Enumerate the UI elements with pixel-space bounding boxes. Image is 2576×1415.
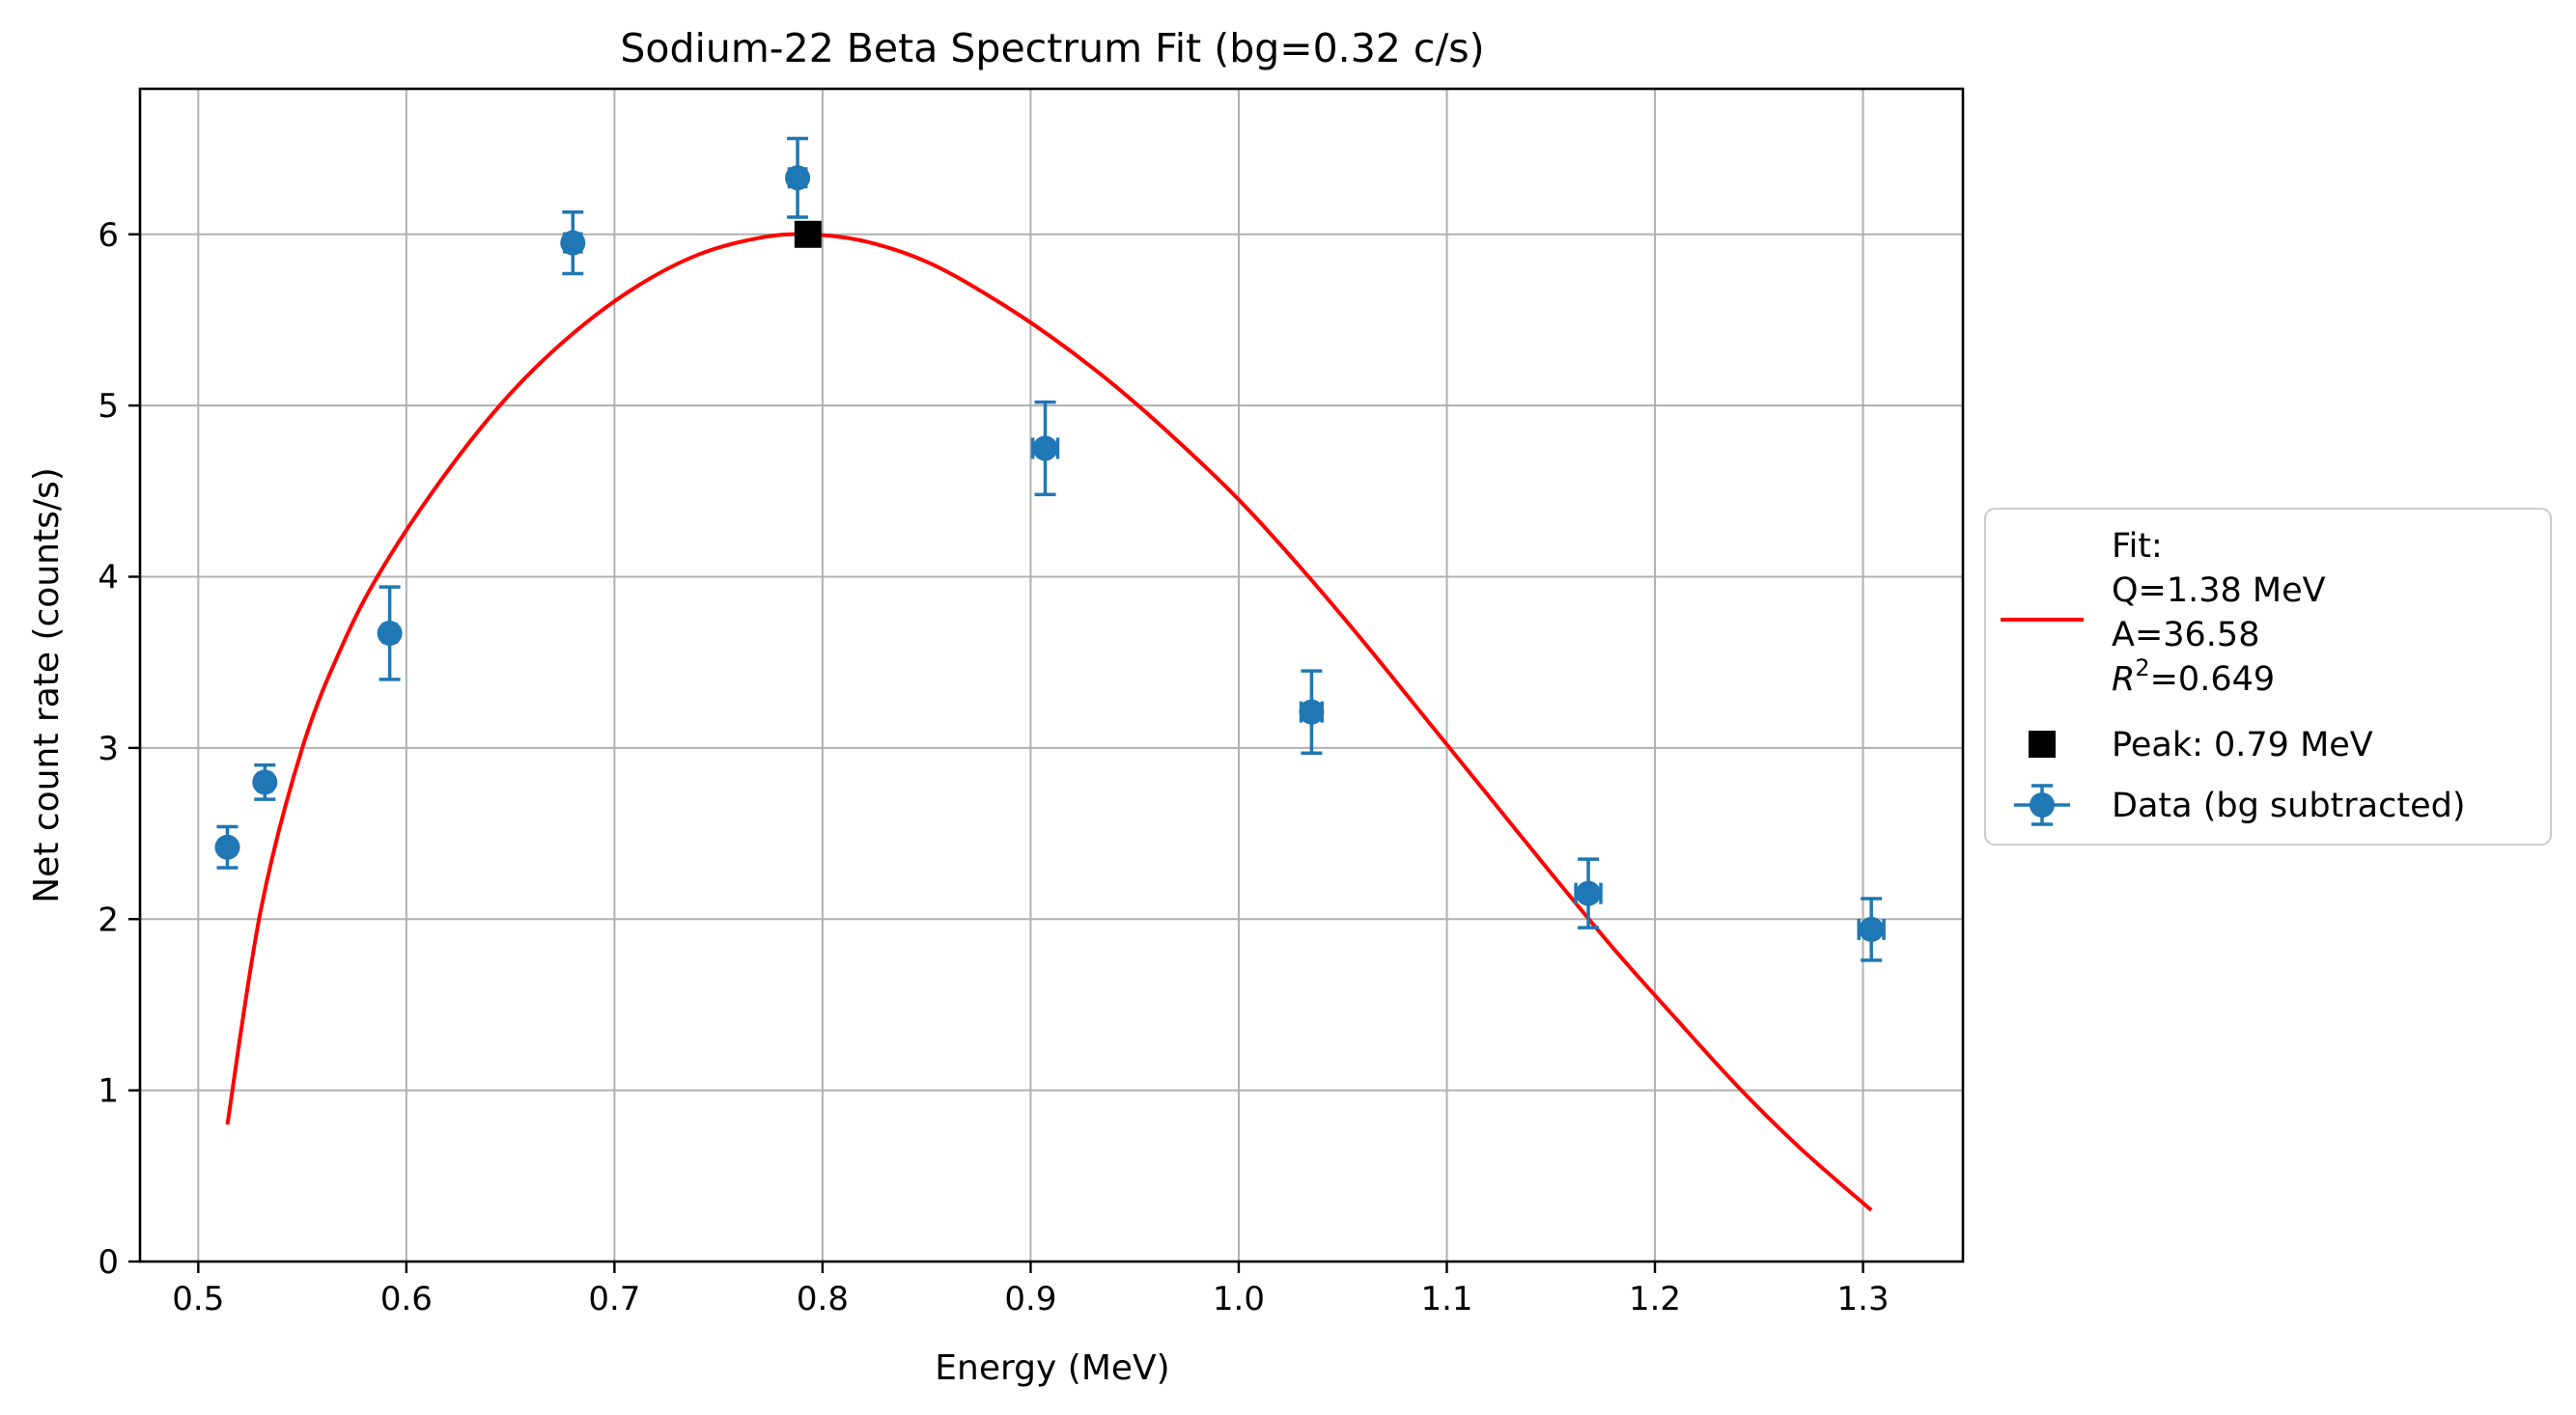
y-tick-label: 4 [98, 559, 119, 597]
chart-title: Sodium-22 Beta Spectrum Fit (bg=0.32 c/s… [620, 25, 1484, 71]
y-tick-label: 6 [98, 216, 119, 255]
legend-r2-superscript: 2 [2135, 654, 2149, 681]
data-point [252, 763, 278, 801]
legend-r2-value: =0.649 [2150, 660, 2276, 699]
data-marker [1859, 916, 1885, 942]
data-point [1299, 669, 1325, 755]
peak-marker-layer [794, 220, 822, 248]
data-point [560, 209, 586, 276]
legend-fit-line-1: Fit: [2112, 527, 2163, 566]
x-tick-label: 1.3 [1837, 1280, 1890, 1318]
data-point [785, 136, 811, 219]
peak-marker [794, 220, 822, 248]
data-marker [1299, 699, 1325, 725]
data-marker [785, 165, 811, 191]
x-axis-ticks: 0.5 0.6 0.7 0.8 0.9 1.0 1.1 1.2 1.3 [172, 1262, 1890, 1318]
data-point [1574, 857, 1603, 929]
data-point [214, 824, 240, 870]
data-points-layer [214, 136, 1886, 962]
legend-data-swatch [2014, 784, 2070, 826]
y-tick-label: 0 [98, 1243, 119, 1282]
fit-curve-layer [225, 232, 1873, 1212]
legend-peak-label: Peak: 0.79 MeV [2112, 726, 2373, 764]
legend-fit-line-3: A=36.58 [2112, 616, 2259, 654]
y-axis-ticks: 0 1 2 3 4 5 6 [98, 216, 140, 1282]
plot-area-frame [138, 87, 1965, 1263]
x-tick-label: 1.2 [1629, 1280, 1681, 1318]
fit-curve [225, 232, 1873, 1212]
x-tick-label: 0.8 [797, 1280, 849, 1318]
x-tick-label: 0.6 [380, 1280, 433, 1318]
data-marker [214, 834, 240, 860]
y-axis-label: Net count rate (counts/s) [27, 467, 67, 903]
data-marker [377, 621, 403, 647]
x-tick-label: 0.9 [1004, 1280, 1056, 1318]
legend-fit-line-4: R2=0.649 [2112, 654, 2275, 699]
x-tick-label: 0.7 [588, 1280, 640, 1318]
x-tick-label: 0.5 [172, 1280, 224, 1318]
legend-r2-symbol: R [2112, 660, 2135, 699]
legend: Fit: Q=1.38 MeV A=36.58 R2=0.649 Peak: 0… [1984, 508, 2552, 846]
x-axis-label: Energy (MeV) [935, 1348, 1169, 1388]
grid-lines [140, 89, 1963, 1262]
x-tick-label: 1.0 [1213, 1280, 1265, 1318]
data-marker [1576, 880, 1602, 906]
y-tick-label: 3 [98, 730, 119, 768]
y-tick-label: 2 [98, 901, 119, 939]
legend-fit-line-2: Q=1.38 MeV [2112, 571, 2326, 610]
data-point [377, 585, 403, 681]
data-marker [252, 769, 278, 795]
data-marker [1032, 435, 1058, 461]
data-point [1030, 400, 1060, 497]
y-tick-label: 1 [98, 1072, 119, 1111]
y-tick-label: 5 [98, 387, 119, 426]
legend-data-label: Data (bg subtracted) [2112, 787, 2465, 825]
legend-box [1984, 508, 2552, 846]
data-point [1857, 897, 1886, 962]
x-tick-label: 1.1 [1420, 1280, 1472, 1318]
legend-peak-swatch [2029, 731, 2056, 758]
data-marker [560, 230, 586, 256]
